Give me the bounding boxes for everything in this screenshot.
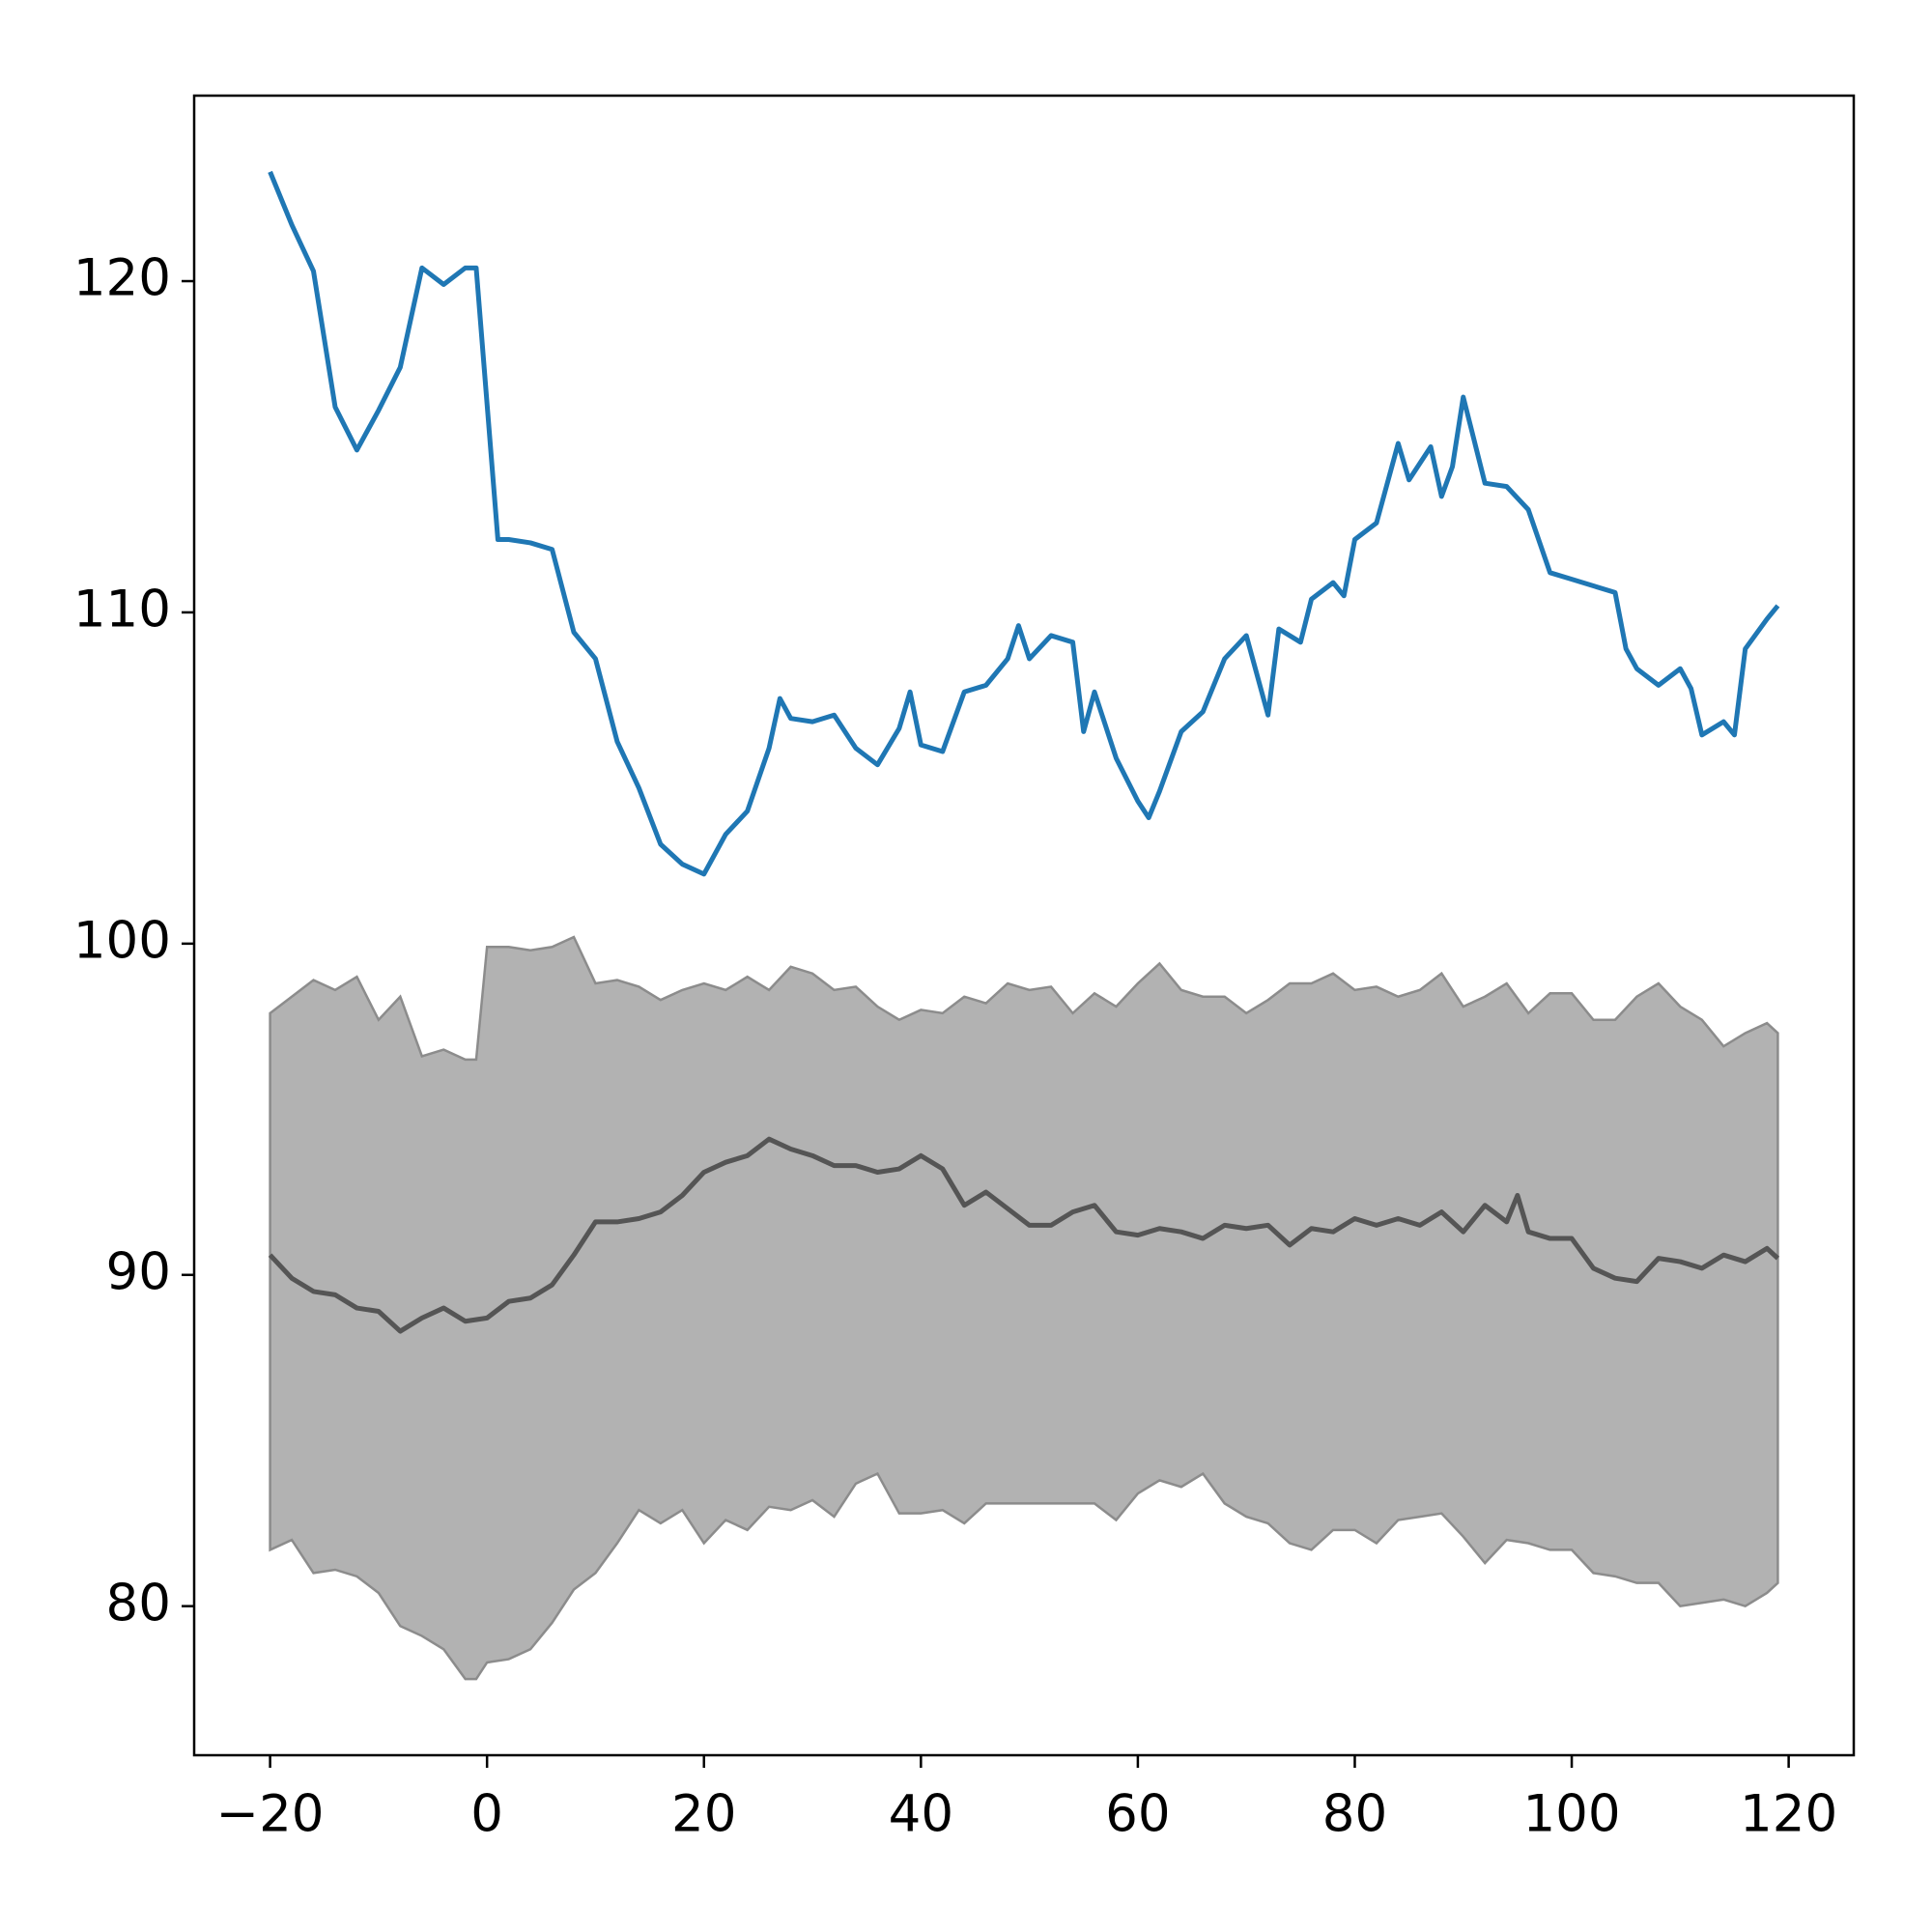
y-tick-label: 80 xyxy=(106,1574,171,1633)
y-tick-label: 90 xyxy=(106,1242,171,1301)
x-tick-label: −20 xyxy=(216,1785,325,1844)
x-tick-label: 120 xyxy=(1740,1785,1837,1844)
y-tick-label: 120 xyxy=(73,249,171,308)
band-fill xyxy=(269,935,1779,1681)
y-tick-label: 110 xyxy=(73,581,171,639)
x-tick-label: 40 xyxy=(889,1785,953,1844)
x-tick-label: 60 xyxy=(1105,1785,1170,1844)
x-tick-label: 20 xyxy=(671,1785,736,1844)
series-line xyxy=(268,170,1780,877)
plot-frame xyxy=(192,94,1856,1757)
series-line xyxy=(268,1136,1780,1334)
x-tick-label: 80 xyxy=(1322,1785,1387,1844)
x-tick-label: 100 xyxy=(1522,1785,1620,1844)
y-tick-label: 100 xyxy=(73,912,171,971)
x-tick-label: 0 xyxy=(470,1785,503,1844)
